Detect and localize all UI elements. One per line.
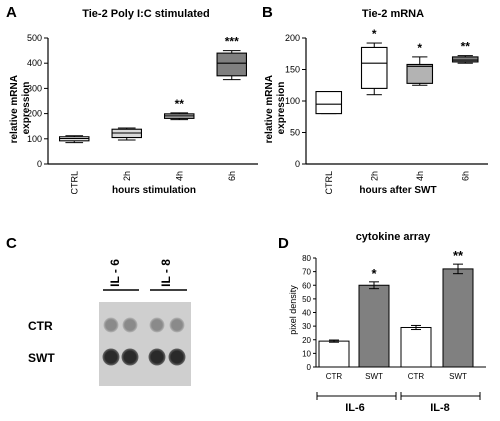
blot-row-label-ctr: CTR (28, 319, 53, 333)
panel-a-box (216, 52, 248, 77)
panel-a-y-tick-label: 0 (37, 159, 42, 169)
panel-b-box (451, 56, 479, 63)
panel-d-ylabel: pixel density (288, 285, 298, 335)
group-label-il8: IL-8 (430, 402, 450, 414)
panel-a-y-tick-label: 100 (27, 134, 42, 144)
panel-b-y-tick-label: 100 (285, 96, 300, 106)
blot-dot-swt (148, 348, 166, 366)
panel-b-x-tick-label: 4h (415, 171, 425, 181)
panel-b-box (315, 91, 343, 115)
panel-a-title: Tie-2 Poly I:C stimulated (82, 8, 210, 20)
blot-dot-ctr (103, 317, 119, 333)
blot-group-label-il8: IL - 8 (159, 259, 173, 287)
panel-a-y-tick-label: 400 (27, 58, 42, 68)
blot-dot-ctr (149, 317, 165, 333)
panel-b-significance: * (417, 41, 422, 55)
blot-dot-ctr (122, 317, 138, 333)
panel-a-significance: ** (175, 97, 185, 111)
panel-b-y-tick-label: 150 (285, 65, 300, 75)
panel-a-x-tick-label: 6h (227, 171, 237, 181)
panel-a-y-tick-label: 300 (27, 83, 42, 93)
panel-d-letter: D (278, 235, 289, 252)
panel-b-ylabel: relative mRNA expression (264, 73, 287, 144)
panel-a-y-tick-label: 500 (27, 33, 42, 43)
panel-b-significance: * (372, 27, 377, 41)
panel-d-y-tick-label: 0 (307, 363, 312, 372)
panel-d-y-tick-label: 10 (302, 349, 311, 358)
blot-group-label-il6: IL - 6 (108, 259, 122, 287)
panel-a-plot: 0 100 200 300 400 500 CTRL 2h 4h ** 6h *** (27, 33, 258, 195)
panel-d-y-tick-label: 20 (302, 336, 311, 345)
panel-d-x-tick-label: CTR (408, 372, 425, 381)
panel-d-significance: ** (453, 248, 464, 263)
blot-background (99, 302, 191, 386)
panel-d-x-tick-label: CTR (326, 372, 343, 381)
panel-d-bar (318, 340, 350, 368)
panel-b: B Tie-2 mRNA relative mRNA expression ho… (262, 4, 488, 196)
panel-d-x-tick-label: SWT (449, 372, 467, 381)
panel-b-y-tick-label: 50 (290, 128, 300, 138)
panel-d-significance: * (371, 266, 377, 281)
panel-d-title: cytokine array (356, 231, 431, 243)
blot-row-label-swt: SWT (28, 351, 55, 365)
panel-d-y-tick-label: 80 (302, 254, 311, 263)
panel-a-ylabel-line-2: expression (21, 82, 32, 135)
panel-a: A Tie-2 Poly I:C stimulated relative mRN… (6, 4, 258, 196)
panel-c-letter: C (6, 235, 17, 252)
blot-dot-swt (102, 348, 120, 366)
panel-d-bar (442, 268, 474, 368)
panel-a-xlabel: hours stimulation (112, 185, 196, 196)
panel-d: D cytokine array pixel density 0 10 20 30 40… (278, 231, 486, 414)
panel-b-x-tick-label: 2h (369, 171, 379, 181)
panel-d-y-tick-label: 50 (302, 295, 311, 304)
panel-b-plot: 0 50 100 150 200 CTRL 2h * 4h * 6h ** (285, 27, 488, 195)
panel-a-ylabel: relative mRNA expression (9, 73, 32, 144)
group-label-il6: IL-6 (345, 402, 365, 414)
panel-d-y-tick-label: 30 (302, 322, 311, 331)
panel-d-y-tick-label: 70 (302, 268, 311, 277)
panel-b-box (360, 46, 388, 89)
panel-b-title: Tie-2 mRNA (362, 8, 424, 20)
panel-a-x-tick-label: 2h (122, 171, 132, 181)
panel-d-bar (400, 326, 432, 368)
panel-b-y-tick-label: 200 (285, 33, 300, 43)
panel-b-significance: ** (461, 40, 471, 54)
panel-a-ylabel-line-1: relative mRNA (9, 75, 20, 143)
blot-dot-swt (121, 348, 139, 366)
panel-b-ylabel-line-2: expression (276, 82, 287, 135)
panel-a-letter: A (6, 4, 17, 21)
panel-c: C IL - 6 IL - 8 CTR SWT (6, 235, 191, 386)
panel-a-y-tick-label: 200 (27, 109, 42, 119)
panel-a-x-tick-label: 4h (174, 171, 184, 181)
panel-d-x-tick-label: SWT (365, 372, 383, 381)
panel-d-bar (358, 284, 390, 368)
panel-b-y-tick-label: 0 (295, 159, 300, 169)
panel-a-x-tick-label: CTRL (69, 171, 79, 195)
panel-d-y-tick-label: 40 (302, 309, 311, 318)
panel-a-significance: *** (225, 35, 239, 49)
panel-b-xlabel: hours after SWT (359, 185, 436, 196)
panel-b-x-tick-label: CTRL (324, 171, 334, 195)
blot-dot-swt (168, 348, 186, 366)
panel-b-ylabel-line-1: relative mRNA (264, 75, 275, 143)
panel-b-x-tick-label: 6h (460, 171, 470, 181)
blot-dot-ctr (169, 317, 185, 333)
panel-b-box (406, 63, 434, 84)
panel-d-plot: 0 10 20 30 40 50 60 70 80 CTR SWT * CTR SWT ** (302, 248, 486, 381)
panel-b-letter: B (262, 4, 273, 21)
blot-membrane (99, 302, 191, 386)
panel-d-y-tick-label: 60 (302, 281, 311, 290)
